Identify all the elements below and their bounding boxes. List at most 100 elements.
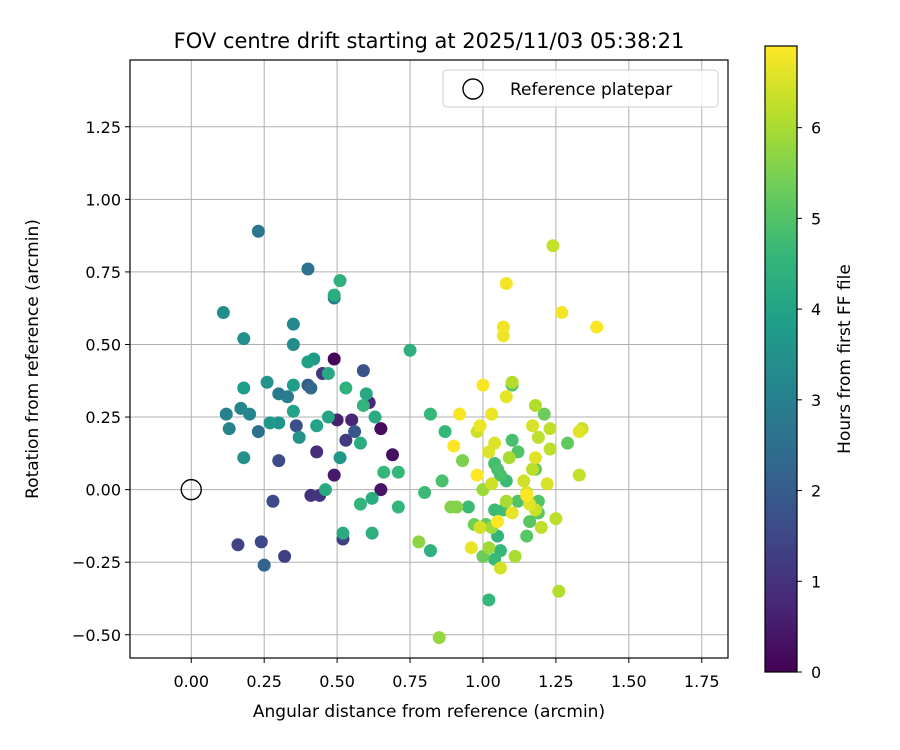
- data-point: [499, 390, 513, 404]
- data-point: [365, 491, 379, 505]
- data-point: [473, 419, 487, 433]
- data-point: [461, 500, 475, 514]
- data-point: [517, 474, 531, 488]
- x-tick-label: 0.25: [246, 672, 282, 691]
- data-point: [549, 512, 563, 526]
- data-point: [520, 529, 534, 543]
- data-point: [327, 468, 341, 482]
- data-point: [251, 425, 265, 439]
- data-point: [438, 425, 452, 439]
- x-tick-label: 0.50: [319, 672, 355, 691]
- plot-frame: [129, 59, 729, 659]
- data-point: [476, 378, 490, 392]
- data-point: [534, 520, 548, 534]
- data-point: [423, 544, 437, 558]
- data-point: [464, 541, 478, 555]
- data-point: [237, 451, 251, 465]
- data-point: [499, 494, 513, 508]
- data-point: [508, 549, 522, 563]
- data-point: [304, 381, 318, 395]
- data-point: [526, 462, 540, 476]
- data-point: [485, 477, 499, 491]
- y-axis-label: Rotation from reference (arcmin): [23, 219, 43, 499]
- data-point: [590, 320, 604, 334]
- data-point: [345, 413, 359, 427]
- data-point: [327, 288, 341, 302]
- data-point: [289, 419, 303, 433]
- data-point: [543, 422, 557, 436]
- data-point: [368, 410, 382, 424]
- data-point: [555, 306, 569, 320]
- data-point: [505, 433, 519, 447]
- colorbar-tick-label: 0: [811, 663, 821, 682]
- y-axis-ticks: −0.50 −0.25 0.00 0.25 0.50 0.75 1.00 1.25: [72, 118, 130, 645]
- y-tick-label: 1.25: [85, 118, 121, 137]
- data-point: [493, 544, 507, 558]
- data-point: [572, 425, 586, 439]
- data-point: [488, 436, 502, 450]
- data-point: [339, 381, 353, 395]
- data-point: [333, 274, 347, 288]
- data-point: [353, 497, 367, 511]
- data-point: [257, 558, 271, 572]
- data-point: [528, 451, 542, 465]
- colorbar-ticks: 0 1 2 3 4 5 6: [797, 119, 821, 682]
- data-point: [447, 439, 461, 453]
- data-point: [502, 451, 516, 465]
- data-point: [377, 465, 391, 479]
- colorbar-tick-label: 1: [811, 572, 821, 591]
- x-tick-label: 1.75: [684, 672, 720, 691]
- x-tick-label: 1.00: [465, 672, 501, 691]
- data-point: [552, 584, 566, 598]
- data-point: [301, 355, 315, 369]
- data-point: [418, 486, 432, 500]
- data-point: [499, 277, 513, 291]
- chart-title: FOV centre drift starting at 2025/11/03 …: [174, 29, 685, 53]
- data-point: [505, 506, 519, 520]
- data-point: [310, 419, 324, 433]
- data-point: [260, 375, 274, 389]
- data-point: [348, 425, 362, 439]
- colorbar-tick-label: 5: [811, 209, 821, 228]
- data-point: [292, 430, 306, 444]
- data-point: [318, 483, 332, 497]
- y-tick-label: 0.75: [85, 263, 121, 282]
- data-point: [473, 520, 487, 534]
- data-point: [216, 306, 230, 320]
- data-point: [540, 477, 554, 491]
- data-point: [310, 445, 324, 459]
- data-point: [496, 329, 510, 343]
- data-point: [353, 436, 367, 450]
- data-point: [526, 419, 540, 433]
- data-point: [450, 500, 464, 514]
- data-point: [456, 454, 470, 468]
- data-point: [488, 503, 502, 517]
- data-point: [321, 367, 335, 381]
- data-point: [359, 387, 373, 401]
- data-point: [435, 474, 449, 488]
- y-tick-label: 0.50: [85, 335, 121, 354]
- data-point: [391, 465, 405, 479]
- data-point: [231, 538, 245, 552]
- data-point: [222, 422, 236, 436]
- data-point: [391, 500, 405, 514]
- data-point: [254, 535, 268, 549]
- data-point: [505, 375, 519, 389]
- y-tick-label: 1.00: [85, 190, 121, 209]
- data-point: [272, 454, 286, 468]
- data-point: [237, 332, 251, 346]
- reference-platepar-marker: [180, 478, 202, 501]
- data-point: [453, 407, 467, 421]
- data-point: [572, 468, 586, 482]
- data-point: [321, 410, 335, 424]
- data-point: [531, 430, 545, 444]
- data-point: [386, 448, 400, 462]
- data-point: [546, 239, 560, 253]
- data-point: [470, 468, 484, 482]
- data-point: [493, 468, 507, 482]
- data-point: [301, 262, 315, 276]
- colorbar: [764, 45, 798, 673]
- data-point: [403, 343, 417, 357]
- data-point: [491, 515, 505, 529]
